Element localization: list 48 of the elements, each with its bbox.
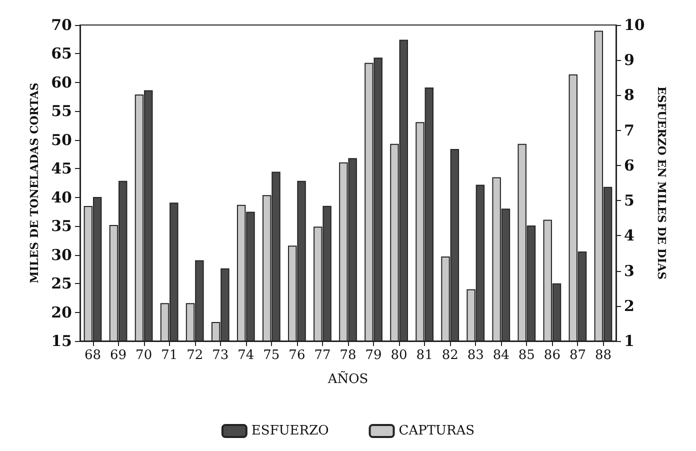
legend-label: CAPTURAS [398, 424, 475, 438]
x-tick-label: 81 [416, 348, 433, 363]
x-axis-title: AÑOS [326, 371, 368, 387]
y-tick-label: 50 [51, 130, 72, 149]
y-axis-title: MILES DE TONELADAS CORTAS [28, 82, 42, 284]
x-tick-label: 82 [442, 348, 458, 363]
y2-axis-title: ESFUERZO EN MILES DE DIAS [654, 86, 668, 280]
y2-tick-label: 4 [624, 226, 634, 245]
y2-tick-label: 5 [624, 192, 634, 210]
y2-tick-label: 3 [624, 262, 634, 280]
x-tick-label: 79 [365, 348, 382, 363]
x-tick-label: 84 [492, 348, 510, 363]
y-tick-label: 25 [51, 274, 72, 293]
x-tick-label: 83 [467, 348, 484, 363]
y2-tick-label: 6 [624, 156, 634, 174]
x-tick-label: 87 [569, 348, 586, 363]
y-tick-label: 60 [51, 73, 72, 92]
x-tick-label: 71 [161, 348, 178, 363]
y-tick-label: 40 [51, 188, 72, 206]
y2-tick-label: 9 [624, 51, 634, 70]
y-tick-label: 20 [51, 303, 72, 322]
y-tick-label: 65 [51, 44, 72, 63]
x-tick-label: 69 [110, 348, 127, 363]
x-tick-label: 72 [186, 348, 204, 363]
x-tick-label: 75 [263, 348, 280, 363]
x-tick-label: 74 [238, 348, 254, 363]
x-tick-label: 73 [212, 348, 229, 363]
y2-tick-label: 7 [624, 121, 634, 140]
y-tick-label: 35 [51, 217, 72, 236]
x-tick-label: 86 [544, 348, 560, 363]
x-tick-label: 85 [518, 348, 535, 363]
x-tick-label: 80 [390, 348, 408, 363]
y-tick-label: 45 [51, 160, 72, 178]
x-tick-label: 68 [84, 348, 102, 363]
x-tick-label: 70 [136, 348, 152, 363]
x-tick-label: 76 [288, 348, 306, 363]
x-tick-label: 88 [594, 348, 612, 363]
y-tick-label: 15 [51, 332, 72, 350]
x-tick-label: 77 [314, 348, 331, 363]
legend-label: ESFUERZO [251, 424, 329, 438]
y-tick-label: 70 [51, 16, 72, 34]
y-tick-label: 30 [51, 246, 72, 264]
y-tick-label: 55 [51, 102, 72, 120]
y2-tick-label: 2 [624, 296, 634, 315]
y2-tick-label: 1 [624, 332, 634, 350]
x-tick-label: 78 [340, 348, 356, 363]
y2-tick-label: 8 [624, 86, 634, 104]
y2-tick-label: 10 [624, 16, 645, 34]
